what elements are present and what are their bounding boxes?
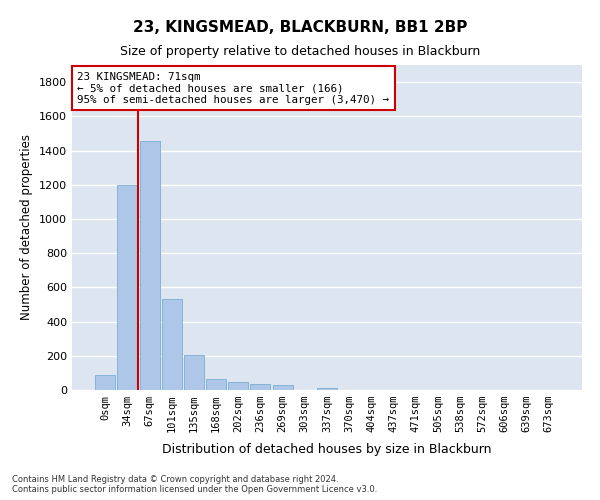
Text: Contains public sector information licensed under the Open Government Licence v3: Contains public sector information licen… <box>12 486 377 494</box>
Bar <box>184 355 204 390</box>
Bar <box>140 141 160 390</box>
Bar <box>317 388 337 390</box>
Bar <box>206 379 226 390</box>
Y-axis label: Number of detached properties: Number of detached properties <box>20 134 34 320</box>
Bar <box>118 184 137 390</box>
Text: Size of property relative to detached houses in Blackburn: Size of property relative to detached ho… <box>120 45 480 58</box>
Bar <box>272 385 293 390</box>
Text: 23, KINGSMEAD, BLACKBURN, BB1 2BP: 23, KINGSMEAD, BLACKBURN, BB1 2BP <box>133 20 467 35</box>
Bar <box>228 382 248 390</box>
Bar <box>162 300 182 390</box>
Bar <box>250 384 271 390</box>
Bar <box>95 375 115 390</box>
Text: 23 KINGSMEAD: 71sqm
← 5% of detached houses are smaller (166)
95% of semi-detach: 23 KINGSMEAD: 71sqm ← 5% of detached hou… <box>77 72 389 104</box>
Text: Contains HM Land Registry data © Crown copyright and database right 2024.: Contains HM Land Registry data © Crown c… <box>12 476 338 484</box>
X-axis label: Distribution of detached houses by size in Blackburn: Distribution of detached houses by size … <box>162 444 492 456</box>
